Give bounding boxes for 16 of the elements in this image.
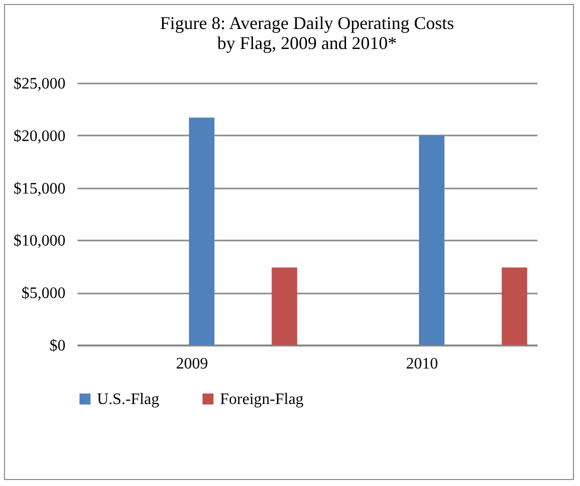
text: by Flag, 2009 and 2010* [217,33,397,53]
y-tick-label: $25,000 [14,76,66,92]
x-tick-label: 2009 [176,356,208,372]
y-tick-label: $15,000 [14,180,66,198]
bar [188,118,214,345]
x-tick-label: 2010 [406,356,438,372]
bar [502,267,528,345]
bar [272,267,298,345]
bar [418,135,444,345]
legend-label: Foreign-Flag [220,391,304,408]
y-tick-label: $20,000 [14,128,66,145]
text: Figure 8: Average Daily Operating Costs [160,13,454,33]
y-tick-label: $5,000 [22,285,66,302]
y-tick-label: $10,000 [14,232,66,250]
legend-label: U.S.-Flag [97,391,160,408]
y-tick-label: $0 [50,338,66,354]
